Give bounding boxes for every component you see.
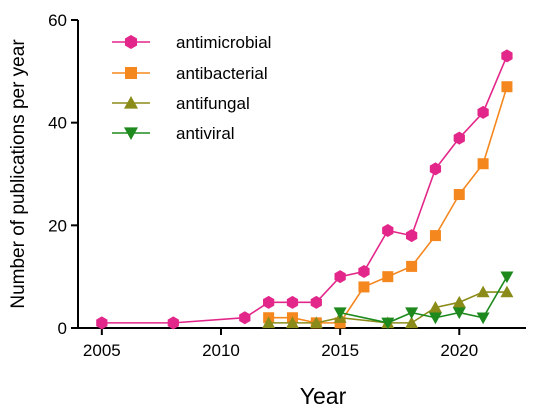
y-tick-label: 20 (48, 216, 67, 235)
legend-marker (124, 127, 138, 140)
data-point (428, 312, 442, 325)
legend-item-antiviral: antiviral (112, 124, 235, 143)
legend-item-antifungal: antifungal (112, 94, 250, 113)
data-point (476, 312, 490, 325)
data-point (310, 295, 322, 309)
legend-label: antiviral (176, 124, 235, 143)
data-point (262, 316, 276, 329)
data-point (285, 316, 299, 329)
data-point (406, 260, 418, 272)
legend-label: antimicrobial (176, 33, 271, 52)
data-point (334, 270, 346, 284)
series-antiviral (333, 271, 514, 330)
legend-item-antibacterial: antibacterial (112, 64, 268, 83)
data-point (500, 285, 514, 298)
data-point (381, 317, 395, 330)
x-tick-label: 2020 (440, 341, 478, 360)
data-point (452, 307, 466, 320)
series-line (268, 86, 508, 324)
legend: antimicrobial antibacterial antifungal anti… (112, 33, 271, 143)
legend-marker (124, 35, 138, 49)
data-point (96, 316, 108, 330)
data-point (428, 300, 442, 313)
data-point (239, 311, 251, 325)
data-point (382, 271, 394, 283)
data-point (405, 316, 419, 329)
x-axis-label: Year (300, 383, 347, 409)
tick-group: 2005 2010 2015 2020 0 20 40 60 (48, 11, 478, 360)
data-point (429, 230, 441, 242)
data-point (405, 229, 418, 243)
data-point (453, 189, 465, 201)
data-point (382, 223, 394, 237)
y-axis-label: Number of publications per year (8, 39, 29, 309)
data-point (501, 49, 513, 63)
legend-item-antimicrobial: antimicrobial (112, 33, 271, 52)
y-tick-label: 40 (48, 114, 67, 133)
data-point (358, 281, 370, 293)
legend-marker (124, 96, 138, 109)
x-tick-label: 2005 (83, 341, 121, 360)
series-antimicrobial (96, 49, 513, 330)
data-point (477, 105, 489, 119)
series-antibacterial (263, 81, 513, 329)
data-point (286, 295, 299, 309)
x-tick-label: 2015 (321, 341, 359, 360)
axes (77, 20, 526, 329)
data-point (500, 271, 514, 284)
data-point (309, 316, 323, 329)
data-point (333, 307, 347, 320)
data-point (429, 162, 442, 176)
data-point (358, 265, 370, 279)
data-point (405, 307, 419, 320)
series-antifungal (262, 285, 514, 329)
data-point (476, 285, 490, 298)
y-tick-label: 60 (48, 11, 67, 30)
series-layer (96, 49, 514, 330)
legend-label: antifungal (176, 94, 250, 113)
data-point (263, 295, 275, 309)
data-point (477, 158, 489, 170)
data-point (453, 131, 465, 145)
series-line (101, 55, 508, 324)
data-point (452, 295, 466, 308)
x-tick-label: 2010 (202, 341, 240, 360)
series-line (268, 291, 507, 324)
legend-label: antibacterial (176, 64, 268, 83)
data-point (501, 81, 513, 93)
data-point (167, 316, 179, 330)
legend-marker (125, 67, 137, 79)
y-tick-label: 0 (58, 319, 67, 338)
